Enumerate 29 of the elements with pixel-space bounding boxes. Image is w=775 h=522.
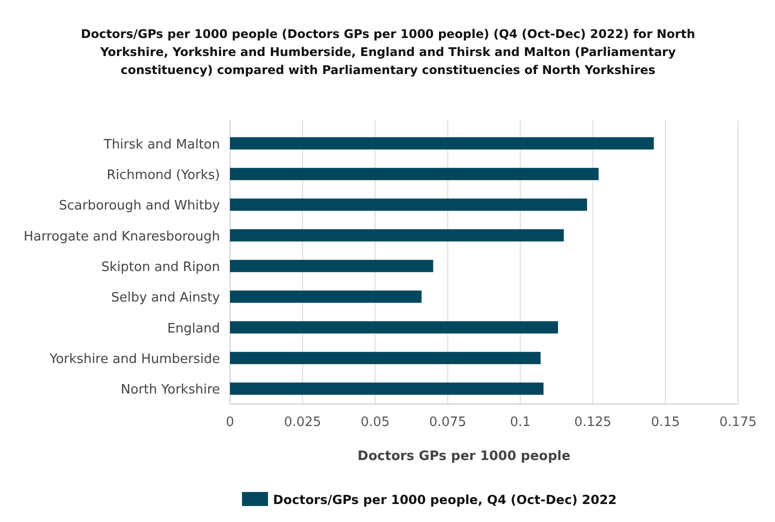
- bar: [230, 137, 654, 150]
- bar: [230, 321, 558, 334]
- y-tick-label: Richmond (Yorks): [106, 168, 220, 183]
- x-tick-label: 0.025: [284, 415, 322, 430]
- chart-title: Doctors/GPs per 1000 people (Doctors GPs per 1000 people) (Q4 (Oct-Dec) 2022) for North Yorkshire, Yorkshire and Humberside, England and Thirsk and Malton (Parliamentary constituency) compared with Parliamentary constituencies of North Yorkshires: [80, 27, 696, 77]
- x-tick-label: 0.15: [650, 415, 680, 430]
- bar: [230, 168, 599, 180]
- bar: [230, 260, 434, 272]
- y-tick-label: England: [167, 321, 220, 336]
- bar: [230, 382, 544, 395]
- y-tick-label: Scarborough and Whitby: [58, 198, 220, 214]
- y-tick-label: Selby and Ainsty: [111, 290, 220, 306]
- y-tick-label: Skipton and Ripon: [101, 260, 220, 275]
- x-tick-label: 0.175: [719, 415, 757, 430]
- legend-label: Doctors/GPs per 1000 people, Q4 (Oct-Dec) 2022: [273, 492, 617, 507]
- bar: [230, 290, 422, 303]
- x-tick-label: 0.1: [510, 415, 531, 430]
- bar: [230, 229, 564, 242]
- y-tick-label: Thirsk and Malton: [102, 137, 220, 152]
- x-tick-label: 0: [226, 415, 234, 430]
- bar: [230, 352, 541, 364]
- x-axis-title: Doctors GPs per 1000 people: [358, 449, 571, 464]
- y-tick-label: Harrogate and Knaresborough: [24, 229, 220, 244]
- x-tick-label: 0.05: [360, 415, 390, 430]
- y-tick-label: Yorkshire and Humberside: [48, 352, 220, 367]
- x-tick-label: 0.075: [429, 415, 466, 430]
- y-tick-label: North Yorkshire: [120, 382, 220, 398]
- bar: [230, 198, 588, 211]
- x-tick-label: 0.125: [574, 415, 612, 430]
